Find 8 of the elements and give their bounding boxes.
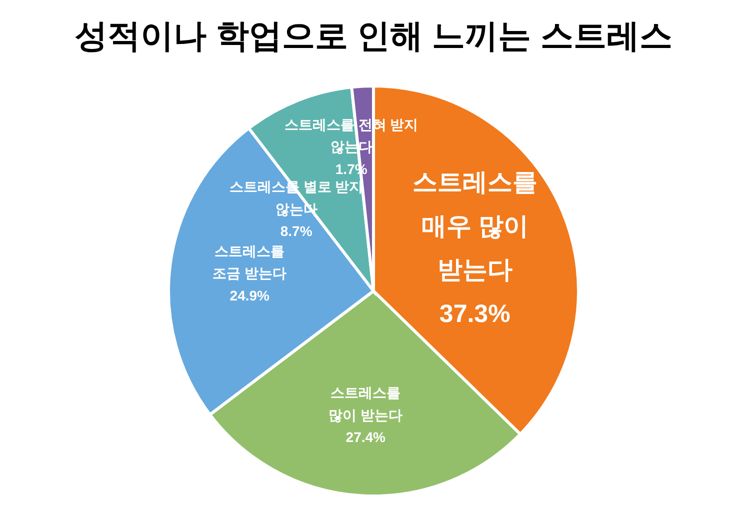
chart-title: 성적이나 학업으로 인해 느끼는 스트레스	[74, 17, 672, 54]
data-label: 8.7%	[280, 223, 313, 240]
slice-label: 스트레스를 많이 받는다	[328, 384, 403, 423]
data-label: 37.3%	[439, 300, 510, 328]
slice-label: 스트레스를 매우 많이 받는다	[412, 168, 538, 284]
slice-label: 스트레스를 조금 받는다	[212, 242, 287, 282]
data-label: 27.4%	[346, 429, 386, 446]
data-label: 24.9%	[230, 288, 270, 304]
